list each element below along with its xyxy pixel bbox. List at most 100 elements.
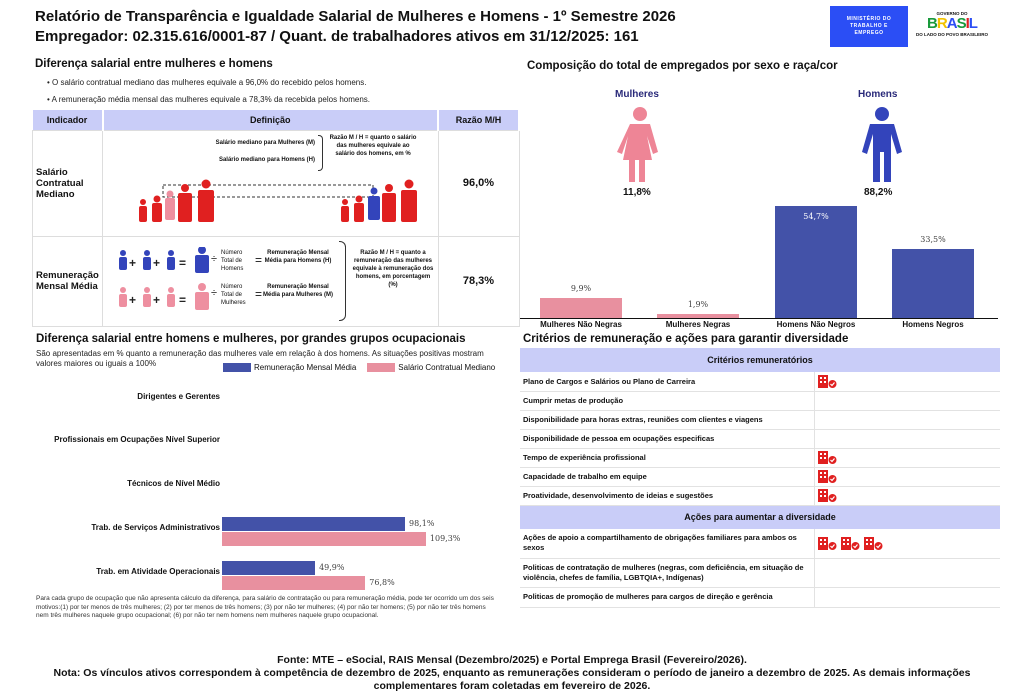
criteria-icons: [813, 410, 1000, 430]
svg-text:=: =: [179, 256, 186, 270]
diversity-icons: [813, 529, 1000, 559]
occupation-chart-title: Diferença salarial entre homens e mulher…: [36, 333, 466, 345]
criteria-label: Disponibilidade para horas extras, reuni…: [520, 410, 814, 430]
legend-swatch-sal: [367, 363, 396, 372]
building-check-icon: [863, 536, 882, 550]
building-check-icon: [840, 536, 859, 550]
category-label: Profissionais em Ocupações Nível Superio…: [54, 435, 220, 444]
bar-value-label: 9,9%: [570, 283, 592, 293]
median-people-icon: [139, 179, 417, 222]
svg-text:+: +: [153, 256, 160, 270]
bar-remuneracao: [222, 561, 316, 575]
indicator-label: Salário Contratual Mediano: [32, 129, 103, 237]
criteria-row: Cumprir metas de produção: [520, 391, 1000, 411]
bar-value-label: 33,5%: [920, 235, 946, 245]
women-avg-label: Remuneração Mensal Média para Mulheres (…: [263, 284, 334, 298]
category-label: Homens Não Negros: [776, 320, 856, 329]
col-definicao: Definição: [102, 110, 439, 130]
category-label: Mulheres Não Negras: [540, 320, 622, 329]
col-indicador: Indicador: [32, 110, 104, 130]
brace: [339, 241, 346, 321]
legend-swatch-rem: [223, 363, 251, 372]
ratio-value: 78,3%: [437, 235, 520, 327]
woman-icon: [617, 107, 658, 182]
ratio-value: 96,0%: [437, 129, 520, 237]
legend-label: Remuneração Mensal Média: [254, 363, 357, 372]
category-label: Mulheres Negras: [665, 320, 731, 329]
bar-salario: [222, 576, 366, 590]
women-label: Mulheres: [615, 89, 659, 100]
svg-text:=: =: [179, 293, 186, 307]
men-label: Homens: [858, 89, 898, 100]
diversity-row: Ações de apoio a compartilhamento de obr…: [520, 529, 1000, 559]
footer-note: Nota: Os vínculos ativos correspondem à …: [53, 667, 971, 692]
category-label: Trab. em Atividade Operacionais: [96, 567, 220, 576]
employer-subtitle: Empregador: 02.315.616/0001-87 / Quant. …: [35, 28, 639, 45]
bar-value-label: 54,7%: [803, 212, 829, 221]
svg-text:+: +: [129, 256, 136, 270]
criteria-table: Critérios remuneratórios Plano de Cargos …: [520, 348, 1000, 608]
svg-text:+: +: [153, 293, 160, 307]
gov-brasil-logo: GOVERNO DO BRASIL DO LADO DO POVO BRASILEI…: [915, 11, 988, 37]
category-label: Técnicos de Nível Médio: [127, 479, 220, 488]
composition-title: Composição do total de empregados por se…: [527, 60, 838, 72]
criteria-icons: [813, 391, 1000, 411]
divide-icon: ÷: [211, 253, 218, 265]
women-count-label: Número Total de Mulheres: [221, 284, 246, 306]
ministry-logo: MINISTÉRIO DO TRABALHO E EMPREGO: [830, 6, 908, 47]
bar-value-label: 1,9%: [687, 300, 709, 310]
diversity-section-header: Ações para aumentar a diversidade: [520, 505, 1000, 529]
occupation-footnote: Para cada grupo de ocupação que não apre…: [36, 595, 494, 619]
brace: [318, 135, 323, 171]
men-pct: 88,2%: [864, 187, 893, 198]
criteria-row: Disponibilidade para horas extras, reuni…: [520, 410, 1000, 430]
col-razao: Razão M/H: [438, 110, 520, 130]
svg-text:+: +: [129, 293, 136, 307]
def-women: Salário mediano para Mulheres (M): [215, 140, 315, 146]
criteria-icons: [813, 372, 1000, 392]
bar-value-label: 76,8%: [369, 578, 395, 587]
building-check-icon: [817, 451, 836, 464]
bullet-2: • A remuneração média mensal das mulhere…: [47, 95, 371, 104]
diversity-row: Politicas de contratação de mulheres (ne…: [520, 558, 1000, 588]
criteria-icons: [813, 448, 1000, 468]
criteria-row: Disponibilidade de pessoa em ocupações e…: [520, 429, 1000, 449]
category-label: Dirigentes e Gerentes: [137, 392, 220, 401]
criteria-label: Cumprir metas de produção: [520, 391, 814, 411]
report-title: Relatório de Transparência e Igualdade S…: [35, 8, 676, 25]
bar-0: [540, 297, 622, 318]
equals-icon: =: [255, 253, 263, 267]
legend: Remuneração Mensal Média Salário Contrat…: [223, 363, 495, 372]
bar-salario: [222, 532, 426, 546]
salary-diff-heading: Diferença salarial entre mulheres e home…: [35, 58, 273, 70]
composition-bar-chart: 9,9% Mulheres Não Negras 1,9% Mulheres Negr…: [520, 190, 1010, 335]
criteria-label: Plano de Cargos e Salários ou Plano de C…: [520, 372, 814, 392]
criteria-row: Proatividade, desenvolvimento de ideias …: [520, 486, 1000, 506]
diversity-icons: [813, 558, 1000, 588]
criteria-row: Plano de Cargos e Salários ou Plano de C…: [520, 372, 1000, 392]
criteria-label: Disponibilidade de pessoa em ocupações e…: [520, 429, 814, 449]
footer: Fonte: MTE – eSocial, RAIS Mensal (Dezem…: [0, 654, 1024, 693]
indicator-label: Remuneração Mensal Média: [32, 235, 103, 327]
ratio-note: Razão M / H = quanto a remuneração das m…: [352, 250, 434, 288]
building-check-icon: [817, 374, 836, 388]
women-pct: 11,8%: [623, 187, 651, 198]
diversity-label: Politicas de contratação de mulheres (ne…: [520, 558, 814, 588]
diversity-label: Politicas de promoção de mulheres para c…: [520, 587, 814, 608]
criteria-label: Proatividade, desenvolvimento de ideias …: [520, 486, 814, 506]
table-row: Remuneração Mensal Média + + = + + = ÷ Número…: [32, 235, 520, 327]
bar-value-label: 109,3%: [429, 534, 461, 543]
criteria-heading: Critérios de remuneração e ações para ga…: [523, 333, 849, 345]
diversity-row: Politicas de promoção de mulheres para c…: [520, 587, 1000, 608]
bar-remuneracao: [222, 517, 405, 531]
criteria-icons: [813, 429, 1000, 449]
criteria-icons: [813, 486, 1000, 506]
building-check-icon: [817, 489, 836, 502]
bar-value-label: 49,9%: [319, 563, 345, 572]
definition-cell: Salário mediano para Mulheres (M) Salári…: [102, 129, 439, 237]
government-logo: MINISTÉRIO DO TRABALHO E EMPREGO GOVERNO…: [830, 6, 996, 47]
man-icon: [862, 107, 902, 182]
men-avg-label: Remuneração Mensal Média para Homens (H): [264, 250, 332, 264]
table-row: Salário Contratual Mediano Salário media…: [32, 129, 520, 237]
bar-value-label: 98,1%: [409, 519, 435, 528]
